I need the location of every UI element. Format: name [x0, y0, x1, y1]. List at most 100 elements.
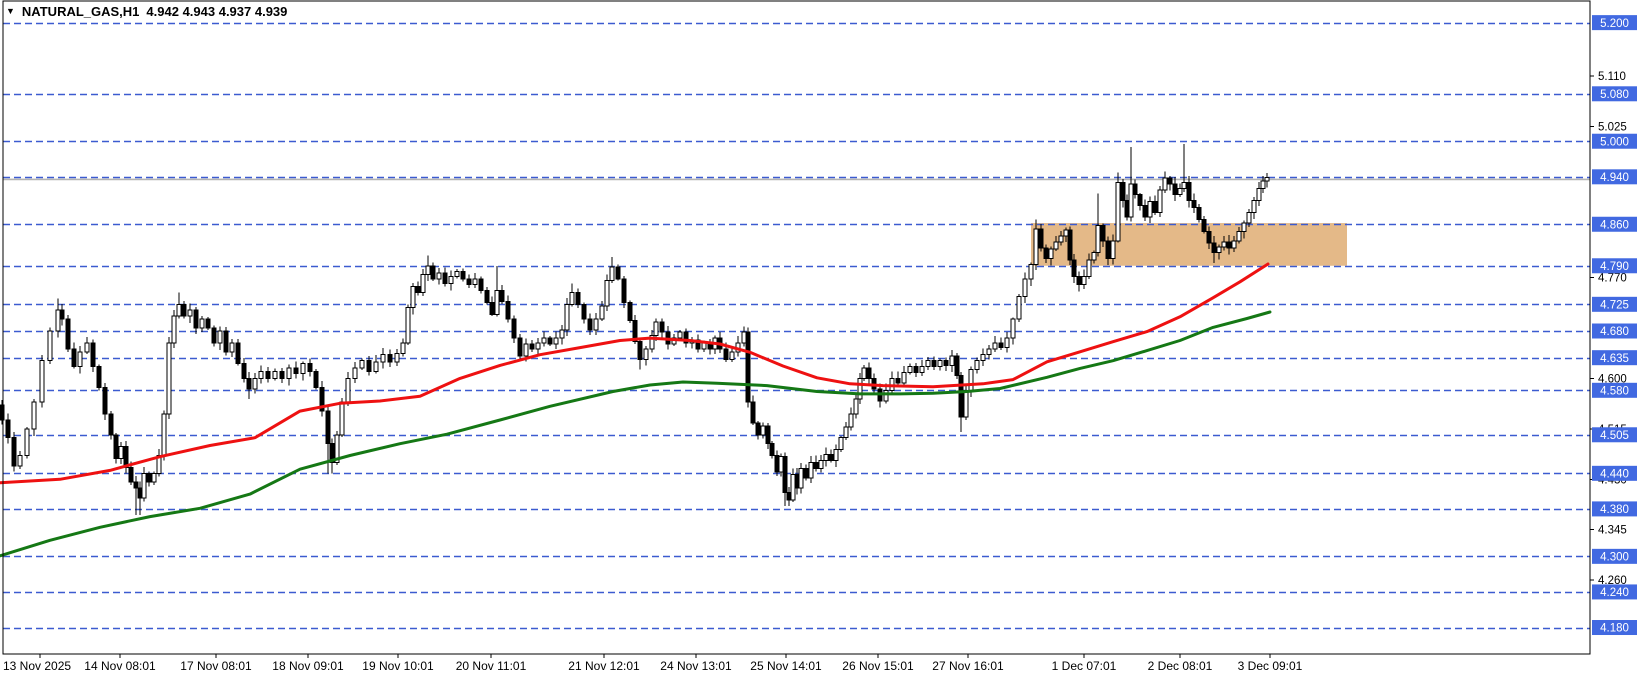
- candle-body: [798, 468, 804, 489]
- candle-body: [649, 335, 655, 350]
- candle-body: [1241, 222, 1247, 232]
- candle-body: [632, 319, 638, 343]
- y-axis-badge: [1592, 296, 1637, 312]
- y-axis-tick-label: 5.110: [1598, 71, 1626, 83]
- candle-body: [1095, 224, 1101, 254]
- candle-body: [609, 266, 615, 282]
- candle-body: [137, 487, 143, 499]
- candle-body: [1022, 278, 1028, 298]
- candle-body: [235, 342, 241, 365]
- candle-body: [818, 459, 824, 470]
- candle-body: [84, 342, 90, 353]
- supply-zone-rect: [1031, 223, 1347, 266]
- x-axis-label: 24 Nov 13:01: [660, 659, 732, 673]
- candle-body: [325, 410, 331, 445]
- candle-body: [1033, 228, 1039, 266]
- candle-body: [919, 366, 925, 374]
- candle-body: [229, 342, 235, 353]
- candle-body: [529, 343, 535, 350]
- candle-body: [745, 331, 751, 403]
- candle-body: [1086, 259, 1092, 277]
- y-axis-badge-label: 4.380: [1600, 504, 1629, 516]
- y-axis-badge: [1592, 620, 1637, 636]
- candle-body: [466, 278, 472, 286]
- candle-body: [1115, 182, 1121, 242]
- candle-body: [1172, 183, 1178, 196]
- candle-body: [1048, 248, 1054, 260]
- candle-body: [659, 321, 665, 333]
- y-axis-badge: [1592, 133, 1637, 149]
- candle-body: [65, 318, 71, 350]
- y-axis-badge-label: 5.080: [1600, 89, 1629, 101]
- y-axis-badge: [1592, 350, 1637, 366]
- candle-body: [723, 348, 729, 360]
- candle-body: [171, 315, 177, 344]
- x-axis-label: 3 Dec 09:01: [1238, 659, 1303, 673]
- candle-body: [1246, 211, 1252, 224]
- candle-body: [1132, 183, 1138, 196]
- candle-body: [931, 360, 937, 368]
- candle-body: [1260, 180, 1266, 190]
- candle-body: [547, 337, 553, 345]
- candle-body: [1076, 275, 1082, 286]
- candle-body: [823, 453, 829, 461]
- candle-body: [786, 491, 792, 501]
- y-axis-badge: [1592, 501, 1637, 517]
- candle-body: [108, 413, 114, 436]
- candle-body: [272, 370, 278, 379]
- candle-body: [587, 318, 593, 331]
- candle-body: [436, 272, 442, 280]
- y-axis-badge: [1592, 427, 1637, 443]
- y-axis-tick-label: 5.025: [1598, 121, 1627, 133]
- candle-body: [442, 272, 448, 285]
- candle-body: [1038, 228, 1044, 249]
- candle-body: [405, 306, 411, 344]
- candle-body: [31, 401, 37, 430]
- y-axis-badge: [1592, 548, 1637, 564]
- candle-body: [1251, 200, 1257, 213]
- candle-body: [11, 437, 17, 467]
- candle-body: [425, 265, 431, 276]
- chart-menu-triangle-icon[interactable]: ▼: [6, 5, 15, 16]
- candle-body: [494, 290, 500, 315]
- candle-body: [420, 274, 426, 293]
- y-axis-tick-label: 4.260: [1598, 575, 1627, 587]
- candle-body: [765, 425, 771, 445]
- candle-body: [769, 443, 775, 457]
- candle-body: [489, 302, 495, 315]
- candle-body: [39, 360, 45, 403]
- candle-body: [1071, 259, 1077, 277]
- candle-body: [1043, 247, 1049, 260]
- candle-body: [729, 351, 735, 360]
- candle-body: [454, 271, 460, 277]
- candle-body: [857, 377, 863, 400]
- y-axis-badge-label: 4.635: [1600, 353, 1629, 365]
- candle-body: [1221, 241, 1227, 248]
- candle-body: [366, 360, 372, 372]
- candle-body: [1110, 240, 1116, 260]
- y-axis-badge-label: 4.580: [1600, 386, 1629, 398]
- candle-body: [415, 286, 421, 293]
- candle-body: [1177, 188, 1183, 196]
- candle-body: [980, 354, 986, 362]
- candle-body: [0, 404, 5, 421]
- candle-body: [329, 443, 335, 464]
- candle-body: [313, 370, 319, 388]
- candle-body: [895, 377, 901, 384]
- y-axis-badge: [1592, 169, 1637, 185]
- candle-body: [211, 327, 217, 344]
- candle-body: [581, 303, 587, 320]
- candle-body: [307, 363, 313, 372]
- candle-body: [1256, 188, 1262, 202]
- x-axis-label: 18 Nov 09:01: [272, 659, 344, 673]
- candle-body: [1091, 252, 1097, 261]
- candle-body: [59, 309, 65, 320]
- candle-body: [410, 286, 416, 308]
- candle-body: [1211, 242, 1217, 254]
- candle-body: [803, 468, 809, 479]
- y-axis-badge-label: 4.790: [1600, 261, 1629, 273]
- x-axis-label: 14 Nov 08:01: [84, 659, 156, 673]
- candle-body: [430, 265, 436, 280]
- candle-body: [141, 472, 147, 499]
